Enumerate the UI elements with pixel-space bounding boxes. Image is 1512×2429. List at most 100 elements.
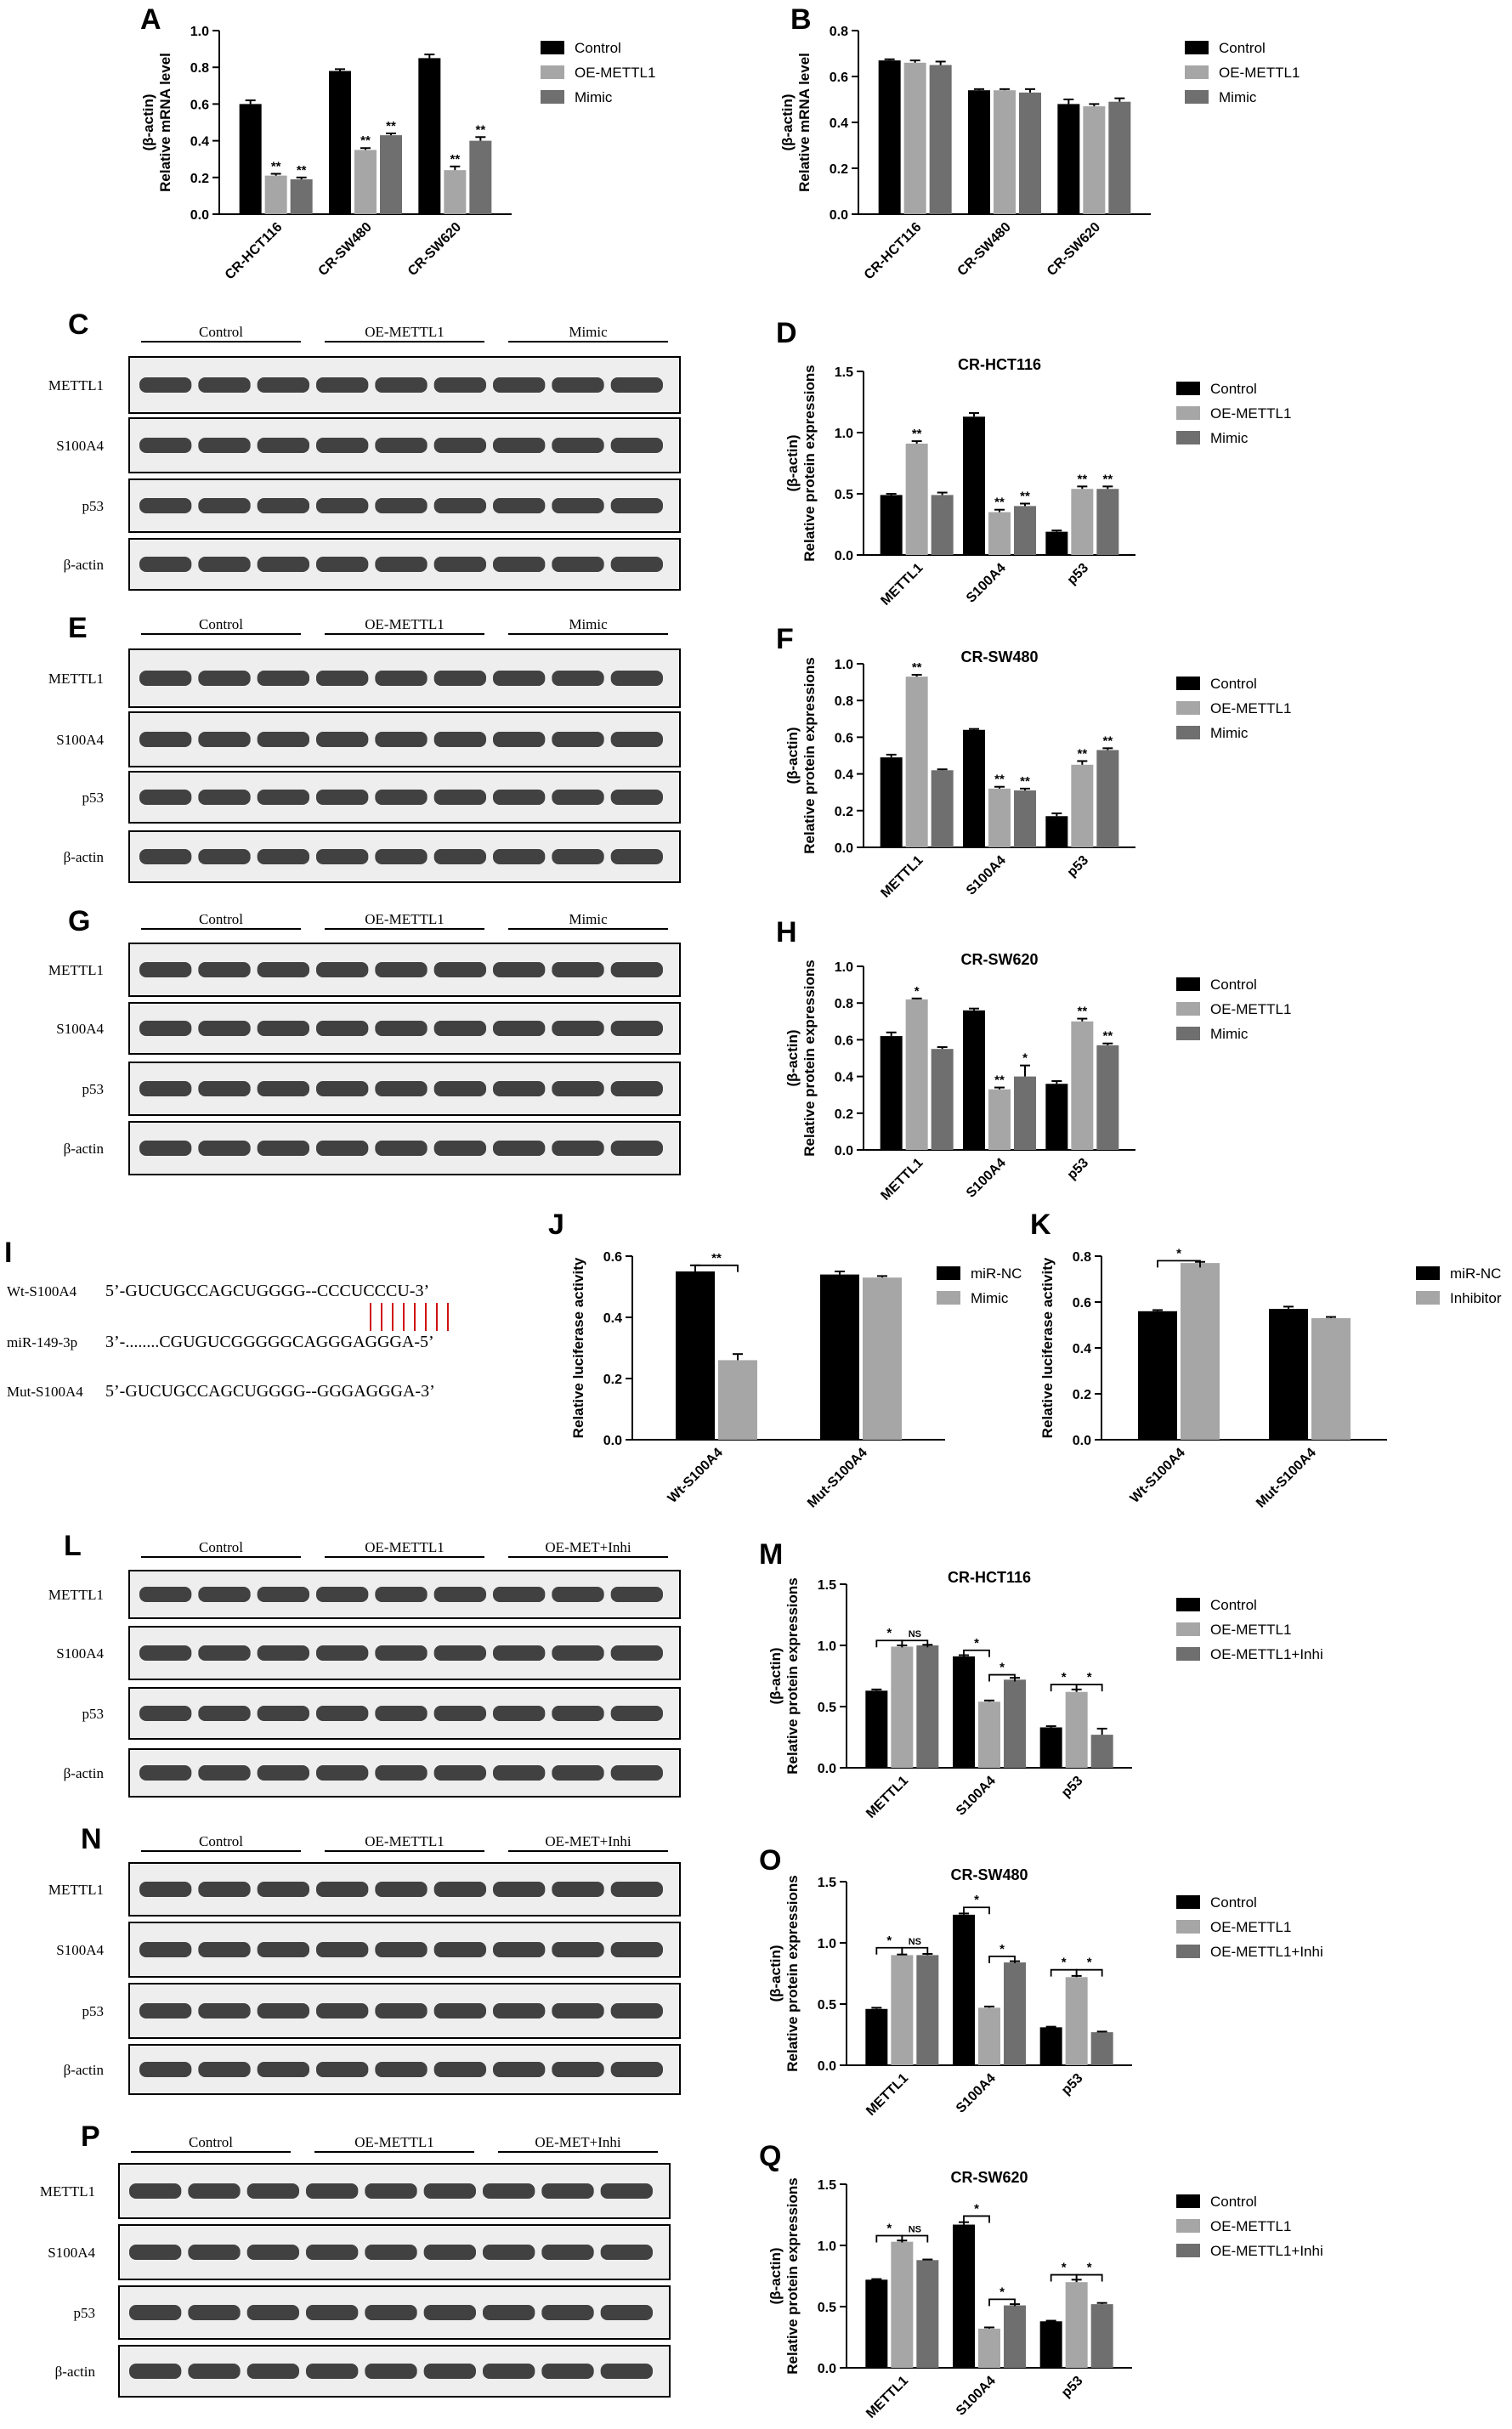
bar-s100a4-oe-mettl1	[978, 2007, 1000, 2065]
blot-row-label: S100A4	[48, 2245, 95, 2261]
blot-band	[483, 2364, 535, 2379]
significance-bracket	[963, 2215, 990, 2223]
blot-band	[316, 1141, 369, 1156]
blot-band	[198, 2062, 251, 2077]
significance-mark: *	[886, 1934, 892, 1948]
x-tick-label: METTL1	[864, 2071, 911, 2119]
legend-swatch	[1176, 1002, 1200, 1016]
blot-band	[246, 2183, 299, 2199]
panel-letter-p: P	[81, 2120, 100, 2153]
legend-label: Control	[1210, 1894, 1257, 1911]
blot-band	[257, 849, 309, 864]
bar-mettl1-control	[865, 1690, 888, 1768]
significance-bracket	[988, 2298, 1016, 2307]
blot-row-label: p53	[82, 498, 105, 514]
bar-p53-oe-mettl1-inhi	[1090, 2304, 1113, 2368]
bar-wt-s100a4-inhibitor	[1181, 1263, 1220, 1440]
blot-band	[433, 849, 486, 864]
significance-bracket	[1157, 1260, 1201, 1268]
chart-f: 0.0 0.2 0.4 0.6 0.8 1.0 Relative protein expre…	[784, 648, 1291, 901]
blot-band	[493, 1645, 546, 1661]
y-tick-label: 1.0	[190, 25, 209, 39]
significance-bracket	[901, 2234, 929, 2243]
blot-band	[316, 1645, 369, 1661]
legend-swatch	[1176, 382, 1200, 395]
western-blot-g: Control OE-METTL1 Mimic METTL1 S100A4 p53 β-ac…	[48, 911, 681, 1175]
legend-swatch	[541, 90, 564, 104]
bar-s100a4-control	[953, 2224, 975, 2368]
legend-label: Mimic	[1210, 725, 1249, 741]
blot-band	[423, 2364, 476, 2379]
y-tick-label: 0.0	[1073, 1434, 1091, 1448]
y-tick-label: 0.4	[190, 135, 209, 150]
blot-band	[257, 1706, 309, 1721]
blot-band	[433, 790, 486, 805]
legend-swatch	[1176, 1622, 1200, 1636]
legend-swatch	[1416, 1291, 1440, 1305]
blot-band	[316, 1587, 369, 1602]
y-tick-label: 1.0	[835, 658, 853, 672]
blot-band	[375, 2062, 428, 2077]
legend-swatch	[1176, 677, 1200, 690]
x-tick-label: CR-SW620	[405, 220, 464, 279]
blot-row-label: S100A4	[56, 1942, 104, 1958]
sequence-text: 5’-GUCUGCCAGCUGGGG--GGGAGGGA-3’	[105, 1382, 435, 1401]
blot-band	[257, 1942, 309, 1957]
legend-label: OE-METTL1+Inhi	[1210, 2243, 1323, 2259]
panel-letter-b: B	[790, 3, 812, 36]
chart-title: CR-SW480	[950, 1866, 1028, 1883]
blot-row-label: p53	[74, 2305, 96, 2321]
chart-title: CR-SW620	[950, 2169, 1028, 2186]
x-tick-label: CR-HCT116	[862, 220, 925, 283]
bar-mettl1-control	[880, 1036, 903, 1150]
panel-letter-k: K	[1030, 1209, 1051, 1241]
blot-band	[316, 377, 369, 393]
blot-band	[541, 2183, 594, 2199]
blot-band	[610, 1587, 663, 1602]
blot-band	[365, 2305, 417, 2320]
blot-band	[541, 2305, 594, 2320]
significance-bracket	[988, 1673, 1016, 1682]
blot-band	[129, 2305, 182, 2320]
blot-band	[198, 2003, 251, 2019]
blot-band	[198, 1882, 251, 1897]
blot-band	[375, 498, 428, 513]
blot-band	[610, 377, 663, 393]
significance-mark: *	[915, 984, 920, 999]
blot-band	[188, 2183, 241, 2199]
lane-group-label: Mimic	[569, 616, 608, 632]
bar-mut-s100a4-mir-nc	[820, 1274, 859, 1440]
lane-group-label: OE-METTL1	[365, 324, 444, 340]
chart-j: 0.0 0.2 0.4 0.6 Relative luciferase activity…	[570, 1250, 1022, 1511]
significance-mark: **	[711, 1251, 722, 1265]
blot-band	[493, 557, 546, 572]
blot-band	[198, 1021, 251, 1036]
legend-swatch	[1416, 1266, 1440, 1280]
blot-band	[139, 1765, 192, 1781]
lane-group-label: Mimic	[569, 911, 608, 927]
blot-band	[375, 790, 428, 805]
blot-band	[139, 1645, 192, 1661]
blot-band	[375, 1645, 428, 1661]
legend-swatch	[541, 41, 564, 54]
western-blot-n: Control OE-METTL1 OE-MET+Inhi METTL1 S100A4 p…	[48, 1833, 681, 2095]
blot-band	[552, 1942, 604, 1957]
legend-swatch	[1176, 1027, 1200, 1040]
blot-band	[316, 438, 369, 453]
blot-band	[552, 557, 604, 572]
bar-cr-sw620-control	[418, 58, 441, 215]
bar-s100a4-control	[963, 1010, 985, 1150]
blot-band	[306, 2183, 359, 2199]
bar-cr-sw620-control	[1057, 104, 1080, 215]
blot-band	[433, 1645, 486, 1661]
x-tick-label: S100A4	[964, 1156, 1009, 1201]
blot-band	[257, 1882, 309, 1897]
x-tick-label: CR-SW480	[955, 220, 1014, 279]
blot-band	[198, 1706, 251, 1721]
significance-mark: **	[1020, 774, 1030, 789]
panel-letter-h: H	[776, 916, 797, 948]
x-tick-label: METTL1	[878, 561, 926, 609]
bar-p53-oe-mettl1	[1065, 1977, 1088, 2065]
